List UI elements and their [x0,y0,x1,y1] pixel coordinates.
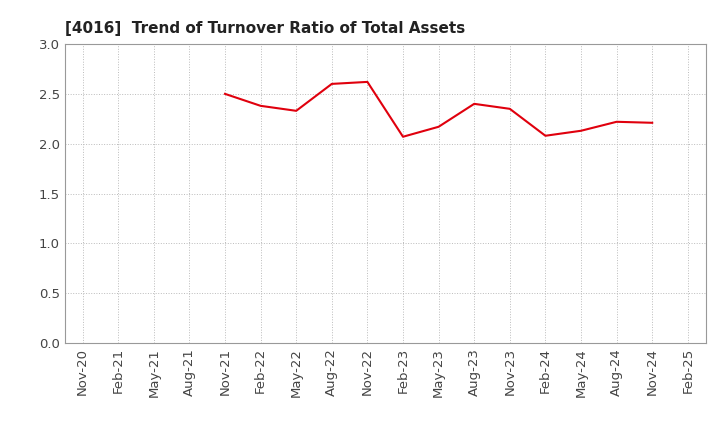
Text: [4016]  Trend of Turnover Ratio of Total Assets: [4016] Trend of Turnover Ratio of Total … [65,21,465,36]
